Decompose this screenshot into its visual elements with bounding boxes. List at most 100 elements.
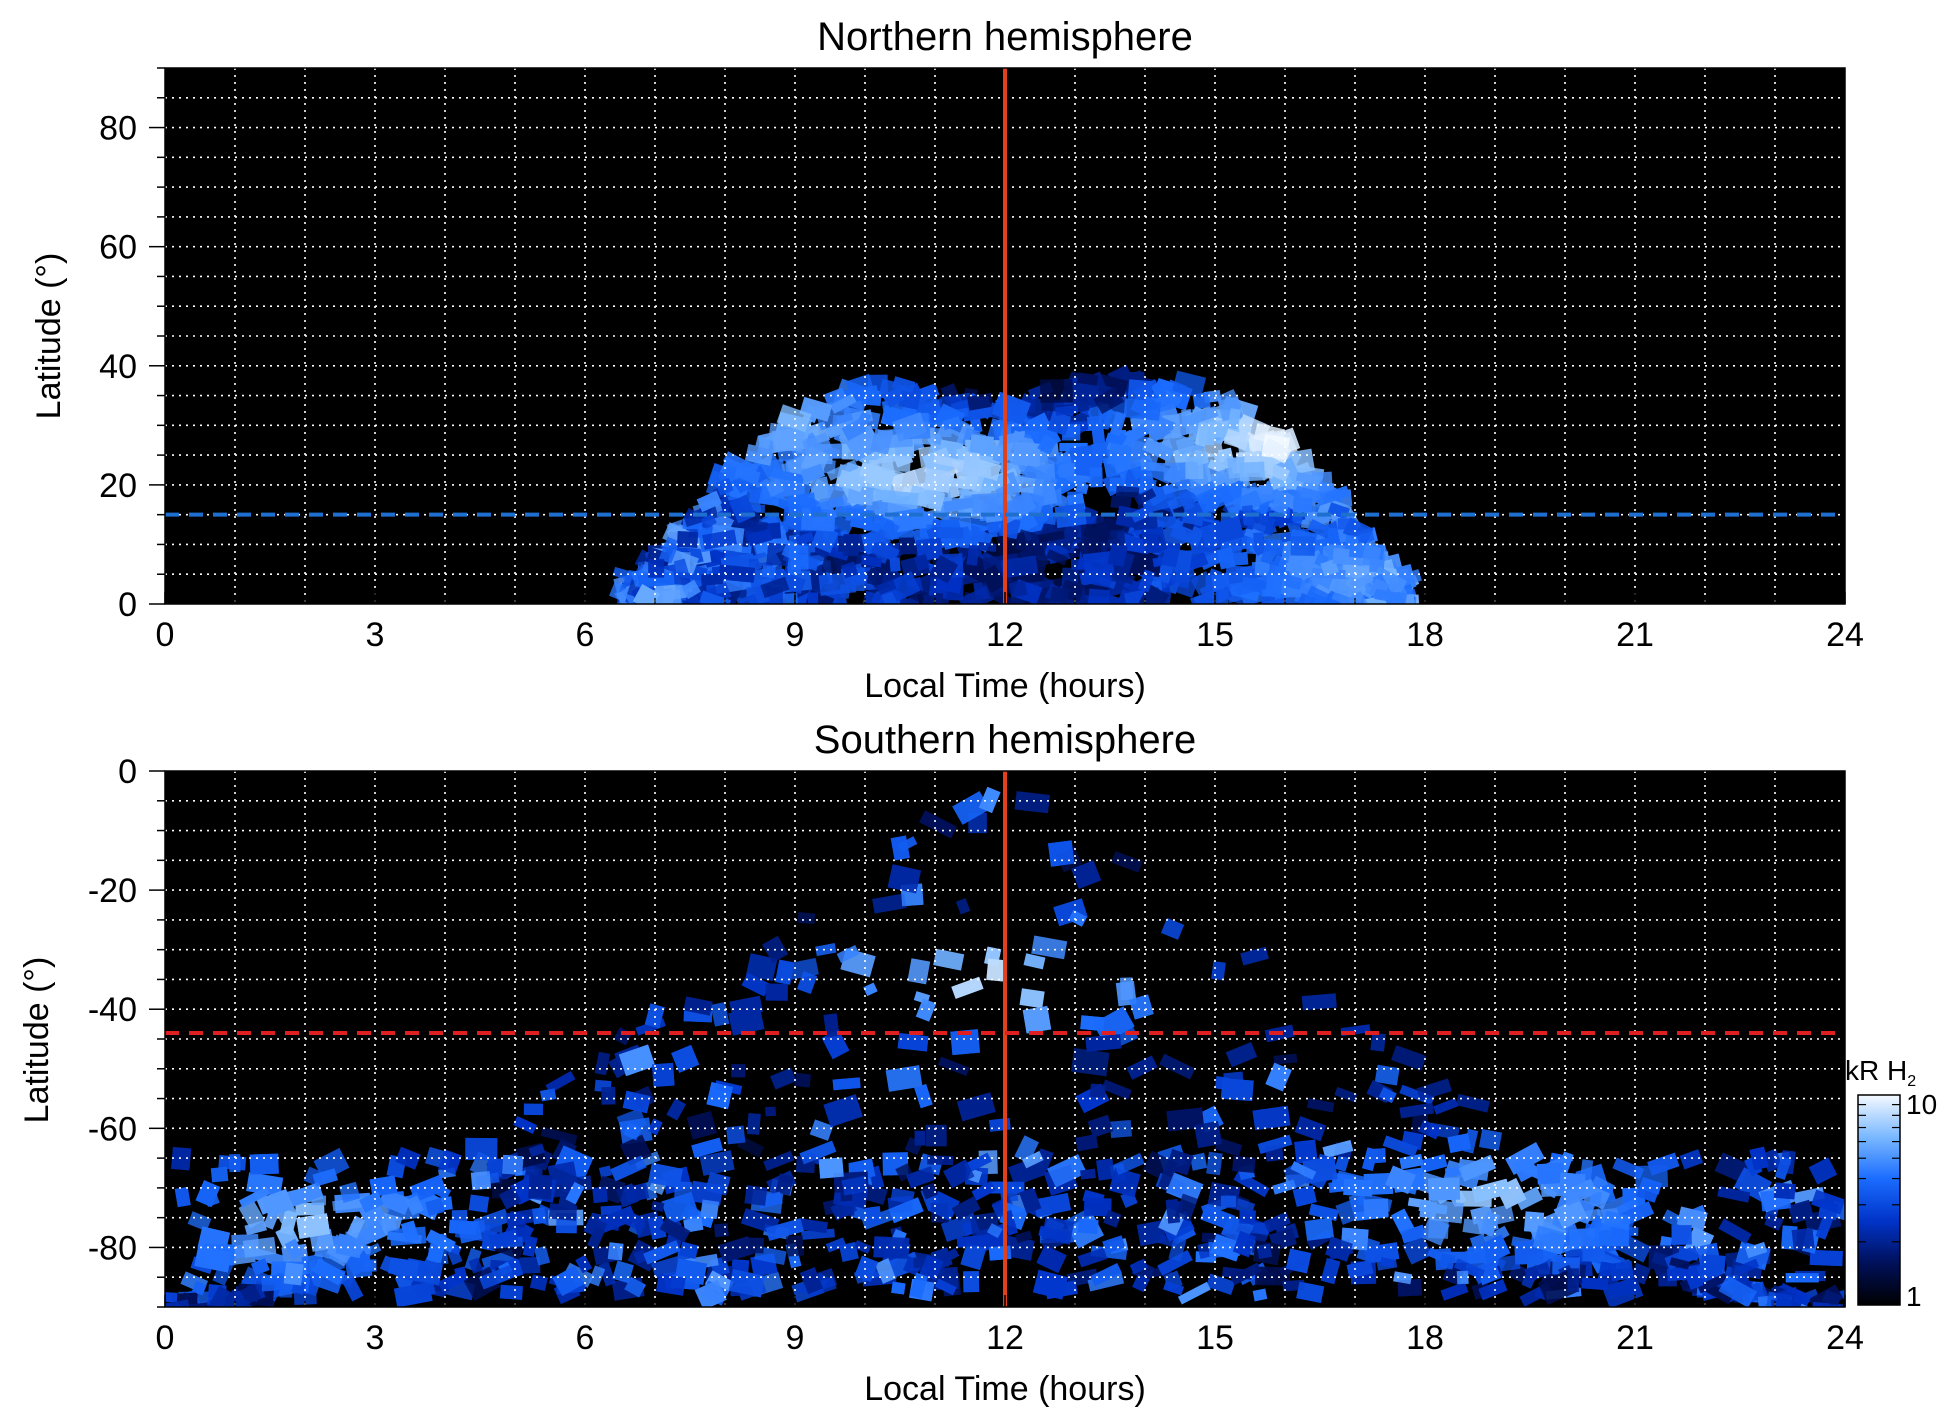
- heat-cell: [700, 1199, 720, 1220]
- heat-cell: [448, 1219, 477, 1235]
- heat-cell: [1343, 1178, 1373, 1197]
- heat-cell: [1198, 422, 1216, 446]
- colorbar-ticks: [1858, 1104, 1900, 1243]
- heat-cell: [1261, 437, 1292, 464]
- heat-cell: [1103, 1209, 1122, 1228]
- heat-cell: [1168, 1237, 1187, 1262]
- heat-cell: [955, 898, 971, 915]
- heat-cell: [238, 1186, 271, 1208]
- heat-cell: [425, 1229, 456, 1253]
- heat-cell: [1370, 1032, 1386, 1052]
- heat-cell: [885, 1065, 923, 1092]
- heat-cell: [1049, 586, 1070, 604]
- heat-cell: [1025, 412, 1050, 433]
- heat-cell: [1293, 497, 1313, 513]
- heat-cell: [863, 982, 878, 996]
- heat-cell: [1108, 1167, 1141, 1198]
- heat-cell: [1603, 1210, 1632, 1231]
- heat-cell: [1087, 1272, 1125, 1292]
- heat-cell: [722, 451, 759, 477]
- heat-cell: [1363, 1198, 1389, 1218]
- heat-cell: [1083, 1197, 1112, 1217]
- heat-cell: [498, 1186, 522, 1210]
- heat-cell: [283, 1262, 304, 1286]
- heat-cell: [182, 1292, 198, 1307]
- heat-cell: [1102, 1235, 1126, 1254]
- heat-cell: [906, 1166, 936, 1189]
- heat-cell: [251, 1258, 270, 1276]
- heat-cell: [1428, 1177, 1461, 1201]
- heat-cell: [1295, 472, 1321, 486]
- heat-cell: [765, 1106, 776, 1117]
- colorbar-min-label: 1: [1906, 1281, 1922, 1312]
- heat-cell: [1567, 1268, 1580, 1292]
- heat-cell: [1700, 1254, 1726, 1277]
- y-tick-label: 80: [99, 110, 137, 148]
- heat-cell: [1581, 1277, 1609, 1291]
- heat-cell: [760, 576, 790, 599]
- heat-cell: [1444, 1166, 1462, 1177]
- heat-cell: [1163, 1280, 1185, 1296]
- heat-cell: [1257, 1134, 1293, 1154]
- heat-cell: [658, 536, 680, 564]
- heat-cell: [598, 1261, 616, 1287]
- heat-cell: [1419, 1200, 1437, 1219]
- heat-cell: [873, 1236, 910, 1260]
- heat-cell: [1210, 1233, 1243, 1262]
- heat-cell: [897, 1033, 929, 1052]
- heat-cell: [1391, 1045, 1427, 1071]
- heat-cell: [686, 1111, 717, 1140]
- heat-cell: [1137, 569, 1156, 593]
- heat-cell: [794, 1072, 812, 1088]
- heat-cell: [1087, 588, 1110, 604]
- heat-cell: [1019, 988, 1045, 1009]
- heat-cell: [979, 564, 1007, 594]
- heat-cell: [647, 1215, 667, 1240]
- heat-cell: [1787, 1307, 1804, 1318]
- heat-cell: [815, 943, 837, 957]
- heat-cell: [1265, 1062, 1292, 1092]
- heat-cell: [1015, 1230, 1033, 1244]
- heat-cell: [890, 1187, 915, 1205]
- heat-cell: [1070, 1047, 1110, 1077]
- heat-cell: [1252, 1105, 1291, 1131]
- heat-cell: [1512, 1156, 1539, 1183]
- heat-cell: [1075, 1134, 1099, 1152]
- heat-cell: [876, 579, 897, 595]
- heat-cell: [1458, 1154, 1497, 1182]
- y-tick-label: 20: [99, 467, 137, 505]
- heat-cell: [1471, 1178, 1511, 1203]
- heat-cell: [923, 468, 952, 493]
- heat-cell: [1346, 1260, 1374, 1279]
- heat-cell: [1055, 405, 1079, 416]
- heat-cell: [395, 1146, 421, 1170]
- southern-y-axis-label: Latitude (°): [18, 957, 56, 1124]
- heat-cell: [1195, 482, 1234, 515]
- heat-cell: [386, 1231, 423, 1244]
- heat-cell: [940, 1212, 980, 1242]
- heat-cell: [1792, 1303, 1821, 1307]
- heat-cell: [1087, 1114, 1114, 1138]
- heat-cell: [971, 492, 1006, 514]
- heat-cell: [694, 1279, 727, 1307]
- heat-cell: [1165, 1172, 1204, 1205]
- heat-cell: [528, 1143, 546, 1157]
- heat-cell: [1240, 946, 1269, 966]
- southern-reference-lines: [165, 771, 1845, 1307]
- heat-cell: [673, 558, 689, 577]
- heat-cell: [1157, 1249, 1193, 1276]
- southern-axis-ticks: 0 3 6 9 12 15 18 21 24 0 -20 -40 -60 -80: [88, 753, 1864, 1357]
- heat-cell: [1227, 408, 1241, 430]
- heat-cell: [523, 1103, 544, 1116]
- x-tick-label: 3: [366, 616, 385, 654]
- heat-cell: [1170, 569, 1200, 598]
- heat-cell: [388, 1257, 420, 1278]
- heat-cell: [1008, 580, 1028, 598]
- southern-hemisphere-panel: Southern hemisphere 0 3 6 9 12 15 18 21 24 0 -20 -4…: [18, 718, 1864, 1408]
- heat-cell: [746, 450, 763, 462]
- heat-cell: [587, 1226, 606, 1250]
- heat-cell: [1065, 382, 1099, 405]
- heat-cell: [1705, 1282, 1734, 1305]
- heat-cell: [745, 953, 778, 982]
- heat-cell: [478, 1265, 515, 1290]
